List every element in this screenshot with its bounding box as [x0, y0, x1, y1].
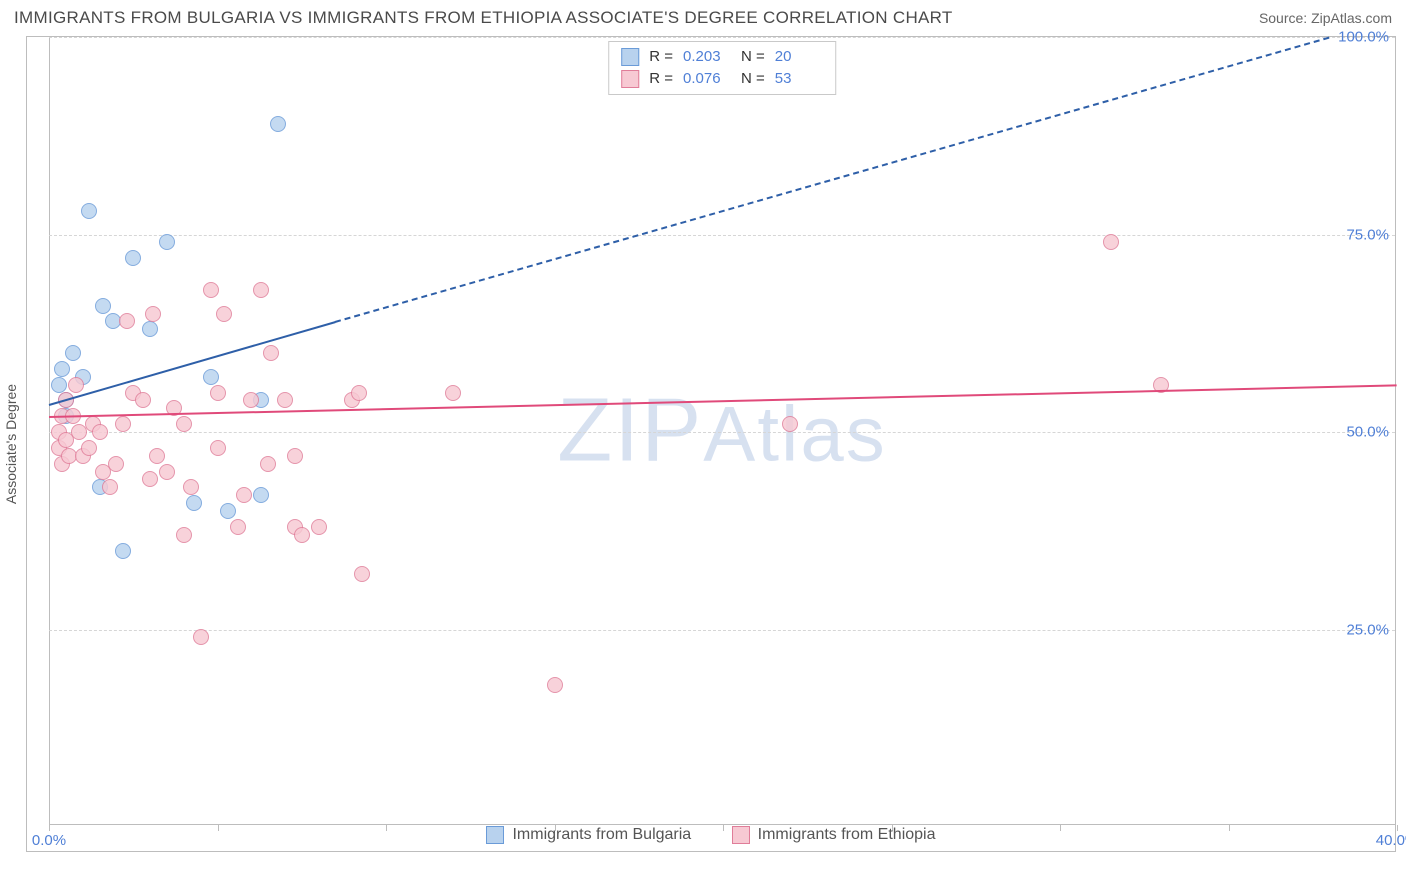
data-point: [354, 566, 370, 582]
data-point: [216, 306, 232, 322]
n-value-ethiopia: 53: [775, 68, 823, 90]
data-point: [210, 385, 226, 401]
swatch-ethiopia: [732, 826, 750, 844]
n-value-bulgaria: 20: [775, 46, 823, 68]
r-label: R =: [649, 46, 673, 68]
data-point: [547, 677, 563, 693]
data-point: [115, 416, 131, 432]
data-point: [263, 345, 279, 361]
data-point: [311, 519, 327, 535]
data-point: [351, 385, 367, 401]
gridline: [49, 432, 1395, 433]
data-point: [149, 448, 165, 464]
data-point: [277, 392, 293, 408]
data-point: [203, 282, 219, 298]
chart-title: IMMIGRANTS FROM BULGARIA VS IMMIGRANTS F…: [14, 8, 953, 28]
y-tick-label: 75.0%: [1346, 226, 1389, 243]
y-axis-line: [49, 37, 50, 825]
x-tick: [1397, 825, 1398, 831]
data-point: [81, 440, 97, 456]
swatch-ethiopia: [621, 70, 639, 88]
x-axis-line: [49, 824, 1395, 825]
gridline: [49, 235, 1395, 236]
data-point: [445, 385, 461, 401]
gridline: [49, 37, 1395, 38]
data-point: [108, 456, 124, 472]
y-tick-label: 50.0%: [1346, 424, 1389, 441]
data-point: [54, 361, 70, 377]
data-point: [142, 471, 158, 487]
stats-row-ethiopia: R = 0.076 N = 53: [621, 68, 823, 90]
data-point: [1103, 234, 1119, 250]
data-point: [253, 487, 269, 503]
data-point: [159, 234, 175, 250]
data-point: [119, 313, 135, 329]
chart-container: Associate's Degree ZIPAtlas R = 0.203 N …: [26, 36, 1396, 852]
y-axis-label: Associate's Degree: [3, 384, 19, 504]
data-point: [102, 479, 118, 495]
gridline: [49, 630, 1395, 631]
data-point: [176, 527, 192, 543]
data-point: [294, 527, 310, 543]
data-point: [142, 321, 158, 337]
data-point: [115, 543, 131, 559]
series-legend: Immigrants from Bulgaria Immigrants from…: [27, 826, 1395, 849]
data-point: [270, 116, 286, 132]
legend-label: Immigrants from Bulgaria: [512, 826, 691, 844]
n-label: N =: [741, 68, 765, 90]
data-point: [210, 440, 226, 456]
y-tick-label: 100.0%: [1338, 29, 1389, 46]
r-label: R =: [649, 68, 673, 90]
y-tick-label: 25.0%: [1346, 621, 1389, 638]
watermark: ZIPAtlas: [557, 380, 886, 483]
data-point: [95, 298, 111, 314]
n-label: N =: [741, 46, 765, 68]
r-value-ethiopia: 0.076: [683, 68, 731, 90]
legend-label: Immigrants from Ethiopia: [758, 826, 936, 844]
stats-row-bulgaria: R = 0.203 N = 20: [621, 46, 823, 68]
legend-item-ethiopia: Immigrants from Ethiopia: [732, 826, 936, 844]
data-point: [193, 629, 209, 645]
data-point: [253, 282, 269, 298]
source-label: Source: ZipAtlas.com: [1259, 10, 1392, 26]
data-point: [65, 345, 81, 361]
data-point: [243, 392, 259, 408]
data-point: [203, 369, 219, 385]
trend-line: [49, 321, 336, 406]
data-point: [782, 416, 798, 432]
data-point: [125, 250, 141, 266]
data-point: [220, 503, 236, 519]
data-point: [135, 392, 151, 408]
data-point: [68, 377, 84, 393]
data-point: [176, 416, 192, 432]
data-point: [236, 487, 252, 503]
stats-legend: R = 0.203 N = 20 R = 0.076 N = 53: [608, 41, 836, 95]
swatch-bulgaria: [621, 48, 639, 66]
data-point: [186, 495, 202, 511]
data-point: [92, 424, 108, 440]
data-point: [230, 519, 246, 535]
plot-area: ZIPAtlas R = 0.203 N = 20 R = 0.076 N = …: [49, 37, 1395, 825]
data-point: [260, 456, 276, 472]
data-point: [145, 306, 161, 322]
swatch-bulgaria: [486, 826, 504, 844]
legend-item-bulgaria: Immigrants from Bulgaria: [486, 826, 691, 844]
data-point: [159, 464, 175, 480]
r-value-bulgaria: 0.203: [683, 46, 731, 68]
data-point: [51, 377, 67, 393]
data-point: [287, 448, 303, 464]
data-point: [81, 203, 97, 219]
data-point: [183, 479, 199, 495]
